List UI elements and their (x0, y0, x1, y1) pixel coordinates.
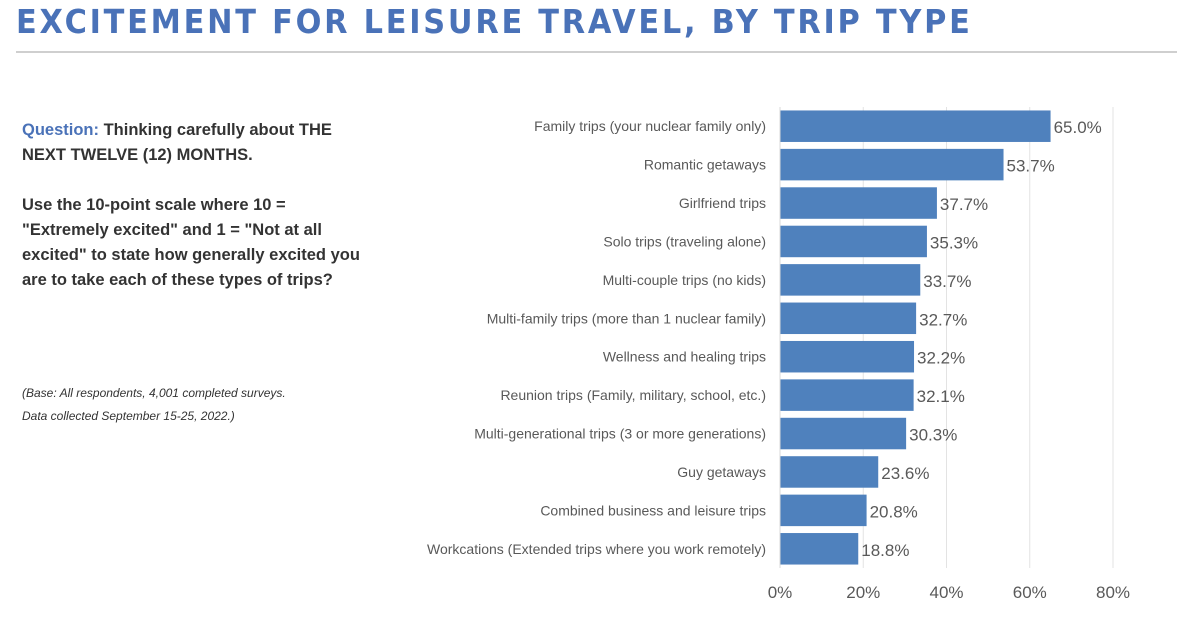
category-label: Guy getaways (677, 464, 766, 480)
bar (780, 456, 879, 488)
category-label: Multi-couple trips (no kids) (603, 272, 766, 288)
question-scale-text: Use the 10-point scale where 10 = "Extre… (22, 196, 360, 289)
bar (780, 340, 915, 373)
bar (780, 379, 914, 411)
question-label: Question: (22, 121, 99, 139)
category-label: Multi-family trips (more than 1 nuclear … (487, 310, 766, 326)
bar (780, 533, 859, 565)
data-label: 18.8% (861, 541, 909, 560)
category-label: Family trips (your nuclear family only) (534, 118, 766, 134)
data-label: 32.7% (919, 310, 967, 329)
data-label: 33.7% (923, 272, 971, 291)
category-label: Wellness and healing trips (603, 349, 766, 365)
data-label: 32.1% (917, 387, 965, 406)
category-label: Reunion trips (Family, military, school,… (500, 387, 766, 403)
data-label: 37.7% (940, 195, 988, 214)
category-label: Solo trips (traveling alone) (603, 233, 766, 249)
data-label: 20.8% (870, 502, 918, 521)
bar (780, 264, 921, 296)
page-title: EXCITEMENT FOR LEISURE TRAVEL, BY TRIP T… (16, 2, 973, 41)
bar (780, 187, 937, 219)
bar (780, 225, 927, 258)
bar (780, 302, 917, 335)
question-intro: Question: Thinking carefully about THE N… (22, 118, 372, 168)
x-tick-label: 80% (1096, 583, 1130, 602)
bar (780, 110, 1051, 142)
data-label: 23.6% (881, 464, 929, 483)
data-label: 30.3% (909, 426, 957, 445)
x-tick-label: 40% (929, 583, 963, 602)
data-label: 35.3% (930, 233, 978, 252)
x-tick-label: 0% (768, 583, 793, 602)
bar (780, 494, 867, 527)
category-label: Girlfriend trips (679, 195, 766, 211)
category-label: Workcations (Extended trips where you wo… (427, 541, 766, 557)
bar (780, 417, 907, 450)
data-label: 32.2% (917, 349, 965, 368)
question-text: Thinking carefully about THE NEXT TWELVE… (22, 121, 332, 164)
category-label: Romantic getaways (644, 157, 766, 173)
category-label: Combined business and leisure trips (540, 502, 766, 518)
base-note: (Base: All respondents, 4,001 completed … (22, 382, 362, 428)
x-tick-label: 60% (1013, 583, 1047, 602)
data-label: 65.0% (1054, 118, 1102, 137)
bar (780, 148, 1004, 181)
data-label: 53.7% (1007, 157, 1055, 176)
question-block: Question: Thinking carefully about THE N… (22, 118, 372, 293)
base-note-line2: Data collected September 15-25, 2022.) (22, 409, 235, 423)
base-note-line1: (Base: All respondents, 4,001 completed … (22, 386, 286, 400)
category-label: Multi-generational trips (3 or more gene… (474, 426, 766, 442)
title-divider (16, 51, 1177, 53)
x-tick-label: 20% (846, 583, 880, 602)
